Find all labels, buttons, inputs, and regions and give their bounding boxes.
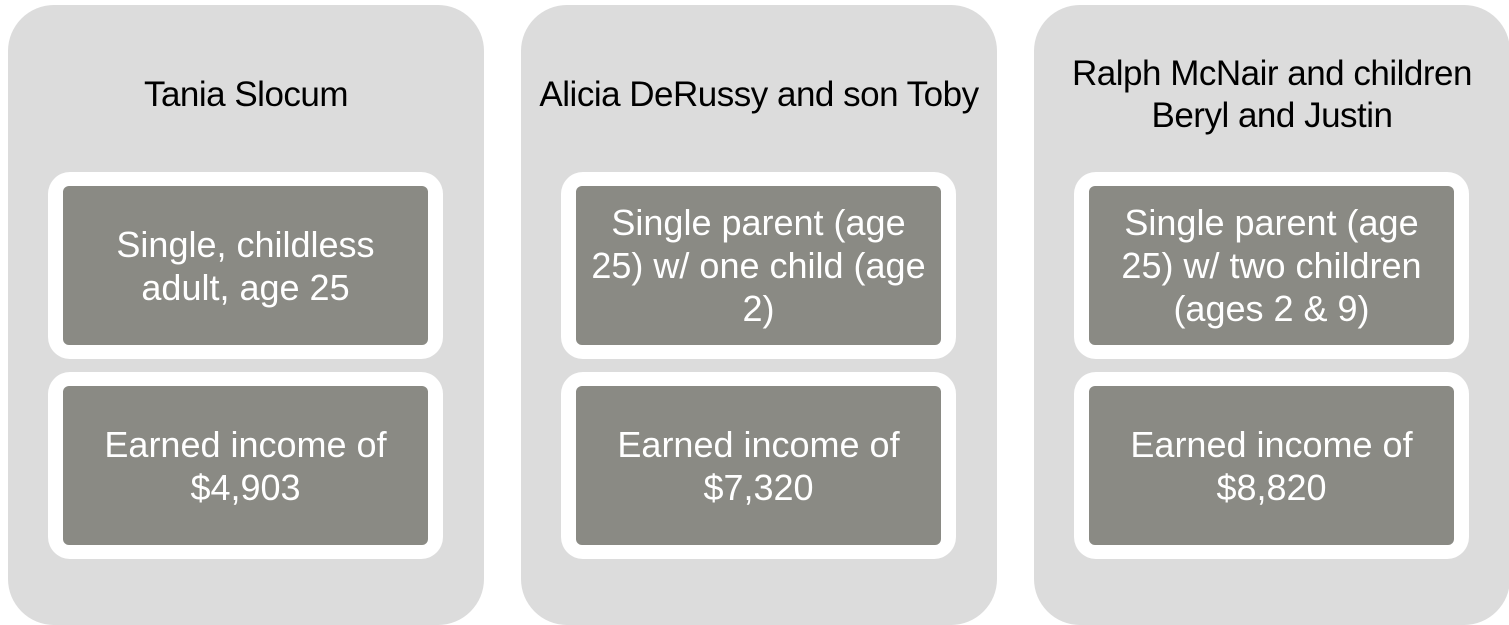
description-frame: Single parent (age 25) w/ two children (…	[1074, 172, 1469, 359]
description-box: Single, childless adult, age 25	[63, 186, 428, 345]
description-frame: Single parent (age 25) w/ one child (age…	[561, 172, 956, 359]
card: Alicia DeRussy and son Toby Single parent…	[521, 5, 997, 625]
card-title: Alicia DeRussy and son Toby	[539, 75, 979, 114]
income-frame: Earned income of $4,903	[48, 372, 443, 559]
income-box: Earned income of $4,903	[63, 386, 428, 545]
description-frame: Single, childless adult, age 25	[48, 172, 443, 359]
income-box: Earned income of $8,820	[1089, 386, 1454, 545]
card: Tania Slocum Single, childless adult, age…	[8, 5, 484, 625]
income-frame: Earned income of $7,320	[561, 372, 956, 559]
income-frame: Earned income of $8,820	[1074, 372, 1469, 559]
page: Tania Slocum Single, childless adult, age…	[8, 5, 1509, 625]
description-box: Single parent (age 25) w/ two children (…	[1089, 186, 1454, 345]
card: Ralph McNair and children Beryl and Just…	[1034, 5, 1509, 625]
card-title: Tania Slocum	[143, 75, 349, 114]
income-box: Earned income of $7,320	[576, 386, 941, 545]
card-title: Ralph McNair and children Beryl and Just…	[1072, 54, 1472, 135]
description-box: Single parent (age 25) w/ one child (age…	[576, 186, 941, 345]
